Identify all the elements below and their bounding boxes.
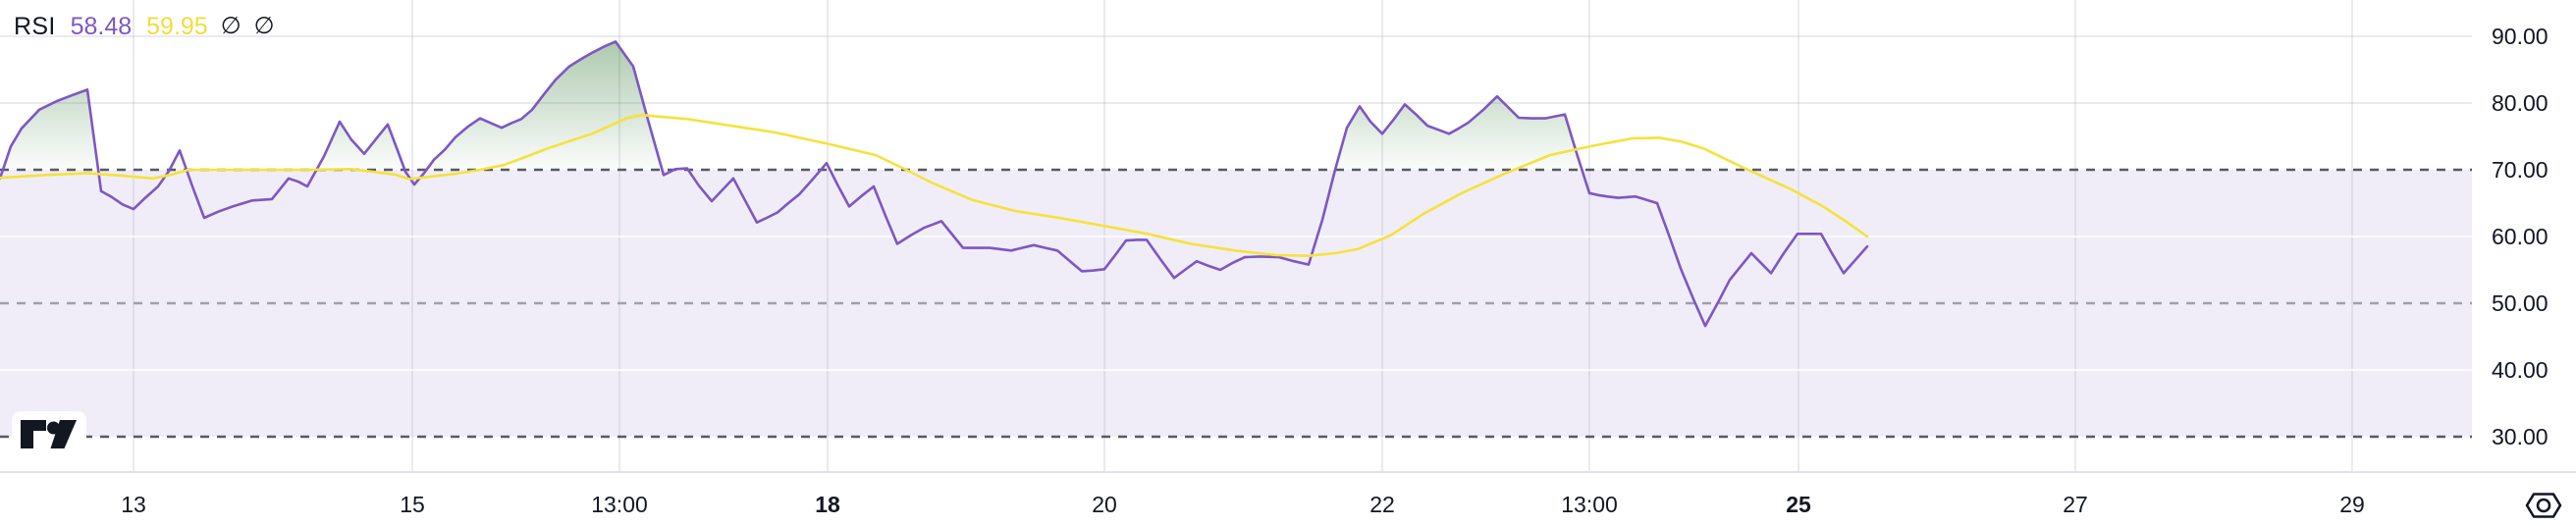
- x-axis-label: 13:00: [591, 492, 648, 517]
- y-axis-label: 30.00: [2492, 424, 2549, 449]
- x-axis-label: 22: [1369, 492, 1395, 517]
- x-axis-label: 15: [400, 492, 425, 517]
- x-axis-label: 27: [2063, 492, 2088, 517]
- y-axis-label: 50.00: [2492, 290, 2549, 316]
- tradingview-logo[interactable]: [12, 411, 86, 458]
- empty-set-icon: ∅: [253, 13, 275, 39]
- overbought-area-fill: [0, 41, 1867, 170]
- x-axis-label: 13:00: [1561, 492, 1618, 517]
- x-axis-label: 25: [1786, 492, 1811, 517]
- y-axis-label: 90.00: [2492, 24, 2549, 49]
- x-axis-label: 13: [121, 492, 146, 517]
- time-axis[interactable]: [0, 472, 2576, 526]
- x-axis-label: 29: [2339, 492, 2365, 517]
- x-axis-label: 18: [815, 492, 840, 517]
- indicator-name: RSI: [14, 13, 56, 40]
- rsi-last-value: 58.48: [70, 13, 133, 40]
- rsi-ma-line: [0, 113, 1869, 258]
- ma-last-value: 59.95: [146, 13, 208, 40]
- y-axis-label: 80.00: [2492, 90, 2549, 116]
- y-axis-label: 40.00: [2492, 357, 2549, 383]
- y-axis-label: 70.00: [2492, 157, 2549, 183]
- indicator-legend[interactable]: RSI 58.48 59.95 ∅ ∅: [14, 12, 275, 41]
- rsi-line: [0, 40, 1869, 328]
- y-axis-label: 60.00: [2492, 224, 2549, 249]
- x-axis-label: 20: [1092, 492, 1117, 517]
- pane-settings-button[interactable]: [2523, 491, 2564, 525]
- empty-set-icon: ∅: [220, 13, 242, 39]
- gear-icon: [2525, 493, 2562, 518]
- tradingview-logo-glyph: [21, 420, 77, 448]
